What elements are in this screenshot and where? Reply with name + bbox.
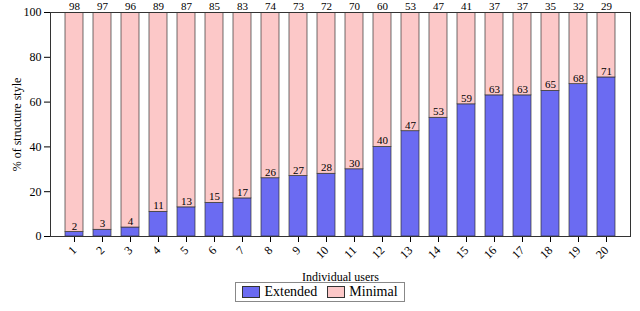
svg-text:89: 89 (153, 0, 165, 12)
svg-text:47: 47 (405, 119, 417, 131)
svg-text:65: 65 (545, 78, 557, 90)
svg-text:19: 19 (565, 243, 583, 261)
svg-text:Individual users: Individual users (302, 270, 379, 283)
svg-text:13: 13 (181, 195, 193, 207)
svg-text:47: 47 (433, 0, 445, 12)
svg-text:72: 72 (321, 0, 332, 12)
svg-text:4: 4 (149, 243, 163, 257)
svg-text:100: 100 (24, 5, 42, 19)
svg-text:35: 35 (545, 0, 557, 12)
svg-text:80: 80 (30, 50, 42, 64)
svg-text:3: 3 (121, 243, 135, 257)
svg-text:87: 87 (181, 0, 193, 12)
svg-text:28: 28 (321, 161, 333, 173)
svg-text:17: 17 (509, 243, 527, 261)
svg-text:40: 40 (30, 140, 42, 154)
svg-text:63: 63 (517, 83, 529, 95)
svg-text:0: 0 (36, 229, 42, 243)
svg-text:74: 74 (265, 0, 277, 12)
svg-text:9: 9 (289, 243, 303, 257)
svg-text:60: 60 (377, 0, 389, 12)
svg-text:40: 40 (377, 134, 389, 146)
svg-text:63: 63 (489, 83, 501, 95)
svg-text:53: 53 (433, 105, 445, 117)
svg-text:60: 60 (30, 95, 42, 109)
svg-text:29: 29 (601, 0, 613, 12)
svg-text:32: 32 (573, 0, 584, 12)
svg-text:98: 98 (69, 0, 81, 12)
svg-text:7: 7 (233, 243, 247, 257)
svg-text:59: 59 (461, 92, 473, 104)
svg-text:96: 96 (125, 0, 137, 12)
html-text:Extended: Extended (264, 284, 318, 299)
svg-text:68: 68 (573, 72, 585, 84)
svg-text:3: 3 (100, 217, 106, 229)
svg-text:10: 10 (313, 243, 331, 261)
svg-text:8: 8 (261, 243, 275, 257)
svg-text:5: 5 (177, 243, 191, 257)
svg-text:30: 30 (349, 157, 361, 169)
svg-text:37: 37 (517, 0, 529, 12)
svg-text:18: 18 (537, 243, 555, 261)
svg-text:37: 37 (489, 0, 501, 12)
svg-text:2: 2 (72, 220, 78, 232)
svg-text:20: 20 (593, 243, 611, 261)
svg-text:73: 73 (293, 0, 305, 12)
svg-text:53: 53 (405, 0, 417, 12)
svg-text:83: 83 (237, 0, 249, 12)
svg-text:12: 12 (369, 243, 387, 261)
svg-text:4: 4 (128, 215, 134, 227)
svg-text:13: 13 (397, 243, 415, 261)
svg-text:41: 41 (461, 0, 472, 12)
svg-text:97: 97 (97, 0, 109, 12)
svg-text:11: 11 (341, 243, 359, 261)
svg-text:15: 15 (453, 243, 471, 261)
svg-text:71: 71 (601, 65, 612, 77)
svg-text:1: 1 (65, 243, 79, 257)
svg-text:20: 20 (30, 185, 42, 199)
svg-text:6: 6 (205, 243, 219, 257)
svg-text:16: 16 (481, 243, 499, 261)
svg-text:2: 2 (93, 243, 107, 257)
svg-text:14: 14 (425, 243, 443, 261)
html-text:Minimal: Minimal (349, 284, 398, 299)
svg-text:11: 11 (153, 199, 164, 211)
svg-text:% of structure style: % of structure style (10, 78, 24, 172)
svg-text:15: 15 (209, 190, 221, 202)
svg-text:17: 17 (237, 186, 249, 198)
svg-text:85: 85 (209, 0, 221, 12)
svg-text:26: 26 (265, 166, 277, 178)
svg-text:27: 27 (293, 164, 305, 176)
svg-text:70: 70 (349, 0, 361, 12)
